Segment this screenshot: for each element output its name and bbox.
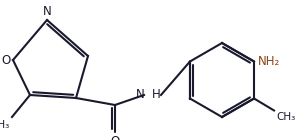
Text: H: H: [152, 88, 161, 102]
Text: O: O: [2, 53, 11, 66]
Text: N: N: [43, 5, 51, 18]
Text: CH₃: CH₃: [0, 120, 10, 130]
Text: O: O: [110, 135, 120, 140]
Text: N: N: [136, 88, 145, 102]
Text: CH₃: CH₃: [276, 113, 295, 122]
Text: NH₂: NH₂: [258, 55, 280, 68]
